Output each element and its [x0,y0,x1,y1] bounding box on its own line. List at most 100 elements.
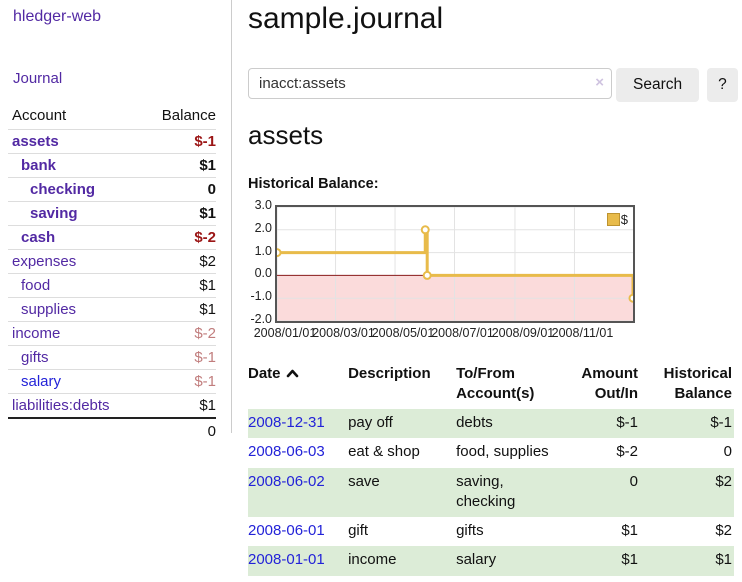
transaction-description: gift [348,522,369,539]
account-row: income $-2 [8,321,216,345]
transaction-date-link[interactable]: 2008-12-31 [248,414,325,431]
transaction-amount: 0 [568,467,649,517]
transaction-date-link[interactable]: 2008-01-01 [248,551,325,569]
account-row: expenses $2 [8,249,216,273]
balance-column-header: Balance [161,107,216,124]
account-link[interactable]: saving [30,205,78,222]
transaction-accounts: salary [456,546,569,576]
accounts-rows: assets $-1 bank $1 checking 0 saving $1 cash $-2 e… [8,129,216,417]
register-table: Date Description To/From Account(s) Amou… [248,360,734,576]
transaction-balance: $-1 [648,409,734,439]
legend-swatch-icon [606,213,620,226]
transaction-amount: $1 [621,522,639,539]
search-button[interactable]: Search [616,68,700,102]
register-row: 2008-01-01 income salary $1 $1 [248,546,734,576]
app-title-link[interactable]: hledger-web [13,8,102,25]
account-link[interactable]: cash [21,229,56,246]
register-row: 2008-06-02 save saving, checking 0 $2 [248,467,734,517]
chart-legend: $ [606,212,628,227]
account-balance: $-1 [194,373,216,390]
accounts-table: Account Balance assets $-1 bank $1 checking 0… [8,103,216,444]
transaction-amount: $-1 [568,409,649,439]
transaction-description: save [348,467,457,517]
account-row: cash $-2 [8,225,216,249]
register-header-amount: Amount Out/In [581,365,639,402]
total-row: 0 [8,417,216,444]
account-row: checking 0 [8,177,216,201]
transaction-accounts: saving, checking [456,467,569,517]
register-row: 2008-06-01 gift gifts $1 $2 [248,517,734,546]
x-axis-tick-label: 2008/01/01 [253,326,317,340]
register-header-date[interactable]: Date [248,360,348,409]
transaction-date-link[interactable]: 2008-06-03 [248,443,325,461]
sidebar: hledger-web Journal Account Balance asse… [0,0,232,440]
account-link[interactable]: checking [30,181,96,198]
y-axis-tick-label: -1.0 [250,289,272,304]
x-axis-tick-label: 2008/03/01 [312,326,375,340]
clear-search-icon[interactable]: × [595,74,604,91]
y-axis-tick-label: 3.0 [254,198,272,212]
account-balance: $-2 [194,229,216,246]
x-axis-tick-label: 2008/05/01 [371,326,435,340]
total-balance: 0 [207,423,216,440]
x-axis-tick-label: 2008/11/01 [551,326,614,340]
register-header-accounts: To/From Account(s) [456,365,535,402]
accounts-table-header: Account Balance [8,103,216,129]
sidebar-item-journal[interactable]: Journal [13,70,63,87]
account-row: liabilities:debts $1 [8,393,216,417]
chart-title: Historical Balance: [248,176,379,192]
account-row: gifts $-1 [8,345,216,369]
transaction-date-link[interactable]: 2008-06-01 [248,522,325,539]
transaction-accounts: food, supplies [456,443,549,461]
register-header-balance: Historical Balance [663,365,732,402]
search-bar: × Search ? [248,68,738,102]
account-link[interactable]: salary [21,373,62,390]
transaction-description: eat & shop [348,443,420,461]
account-balance: $1 [199,157,216,174]
account-link[interactable]: income [12,325,61,342]
x-axis-tick-label: 2008/09/01 [491,326,555,340]
y-axis-tick-label: -2.0 [250,312,272,326]
account-balance: $2 [199,253,216,270]
account-column-header: Account [12,107,67,124]
help-button[interactable]: ? [707,68,738,102]
account-heading: assets [248,120,324,150]
y-axis-tick-label: 0.0 [254,266,272,281]
account-balance: $1 [199,277,216,294]
register-row: 2008-06-03 eat & shop food, supplies $-2 0 [248,438,734,467]
account-row: assets $-1 [8,129,216,153]
account-link[interactable]: gifts [21,349,49,366]
account-balance: $1 [199,301,216,318]
transaction-balance: $1 [648,546,734,576]
y-axis-tick-label: 2.0 [254,220,272,235]
account-row: salary $-1 [8,369,216,393]
account-link[interactable]: supplies [21,301,77,318]
account-link[interactable]: bank [21,157,57,174]
date-header-label: Date [248,365,281,382]
account-row: saving $1 [8,201,216,225]
account-link[interactable]: assets [12,133,59,150]
chart-plot-area: $ [272,205,638,323]
account-row: bank $1 [8,153,216,177]
account-link[interactable]: expenses [12,253,77,270]
search-input[interactable] [248,68,612,99]
account-row: food $1 [8,273,216,297]
transaction-date-link[interactable]: 2008-06-02 [248,472,325,490]
historical-balance-chart: 3.0 2.0 1.0 0.0 -1.0 -2.0 $2008/01/01 2008/03/0… [248,198,668,345]
x-axis-tick-label: 2008/07/01 [431,326,494,340]
y-axis-tick-label: 1.0 [254,243,272,258]
account-balance: $-1 [194,133,216,150]
transaction-amount: $1 [568,546,649,576]
main-content: sample.journal × Search ? assets Histori… [248,0,738,582]
page-title: sample.journal [248,2,444,35]
sort-ascending-icon [286,369,298,378]
account-link[interactable]: food [21,277,51,294]
transaction-accounts: gifts [456,522,484,539]
transaction-description: income [348,546,457,576]
legend-label: $ [620,212,628,227]
transaction-amount: $-2 [616,443,639,461]
transaction-accounts: debts [456,409,569,439]
account-link[interactable]: liabilities:debts [12,397,110,414]
account-balance: $-1 [194,349,216,366]
register-row: 2008-12-31 pay off debts $-1 $-1 [248,409,734,439]
